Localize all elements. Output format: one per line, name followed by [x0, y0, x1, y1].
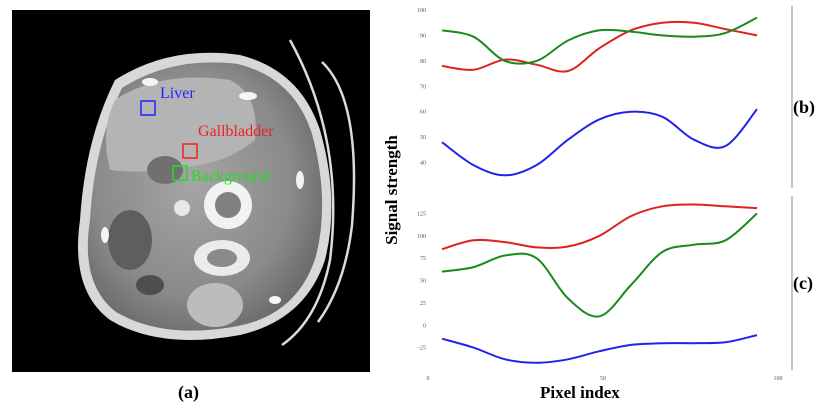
- y-tick-label: 75: [420, 256, 426, 262]
- x-axis-label: Pixel index: [540, 383, 620, 402]
- y-tick-label: -25: [418, 346, 426, 352]
- y-tick-label: 60: [420, 110, 426, 116]
- x-tick-label: 50: [600, 376, 606, 382]
- series-line-1-1: [441, 212, 758, 318]
- panel-label-a: (a): [178, 382, 199, 402]
- x-tick-label: 0: [427, 376, 430, 382]
- y-tick-label: 125: [417, 211, 426, 217]
- roi-label-background: Background: [191, 168, 269, 185]
- ct-image: Liver Gallbladder Background: [12, 10, 370, 372]
- roi-background-box: [172, 165, 188, 181]
- y-tick-label: 80: [420, 59, 426, 65]
- series-line-1-2: [441, 334, 758, 364]
- y-tick-label: 50: [420, 135, 426, 141]
- series-line-0-1: [441, 16, 758, 65]
- roi-label-liver: Liver: [160, 85, 195, 102]
- series-line-0-2: [441, 108, 758, 177]
- panel-label-c: (c): [793, 273, 813, 293]
- panel-label-b: (b): [793, 97, 815, 117]
- y-tick-label: 100: [417, 8, 426, 14]
- series-line-1-0: [441, 203, 758, 251]
- y-tick-label: 90: [420, 33, 426, 39]
- x-tick-label: 100: [774, 376, 783, 382]
- roi-liver-box: [140, 100, 156, 116]
- y-tick-label: 70: [420, 84, 426, 90]
- y-tick-label: 100: [417, 234, 426, 240]
- y-tick-label: 50: [420, 279, 426, 285]
- roi-gallbladder-box: [182, 143, 198, 159]
- roi-label-gallbladder: Gallbladder: [198, 123, 274, 140]
- y-tick-label: 0: [423, 323, 426, 329]
- series-line-0-0: [441, 20, 758, 73]
- y-axis-label: Signal strength: [382, 135, 401, 245]
- y-tick-label: 25: [420, 301, 426, 307]
- y-tick-label: 40: [420, 161, 426, 167]
